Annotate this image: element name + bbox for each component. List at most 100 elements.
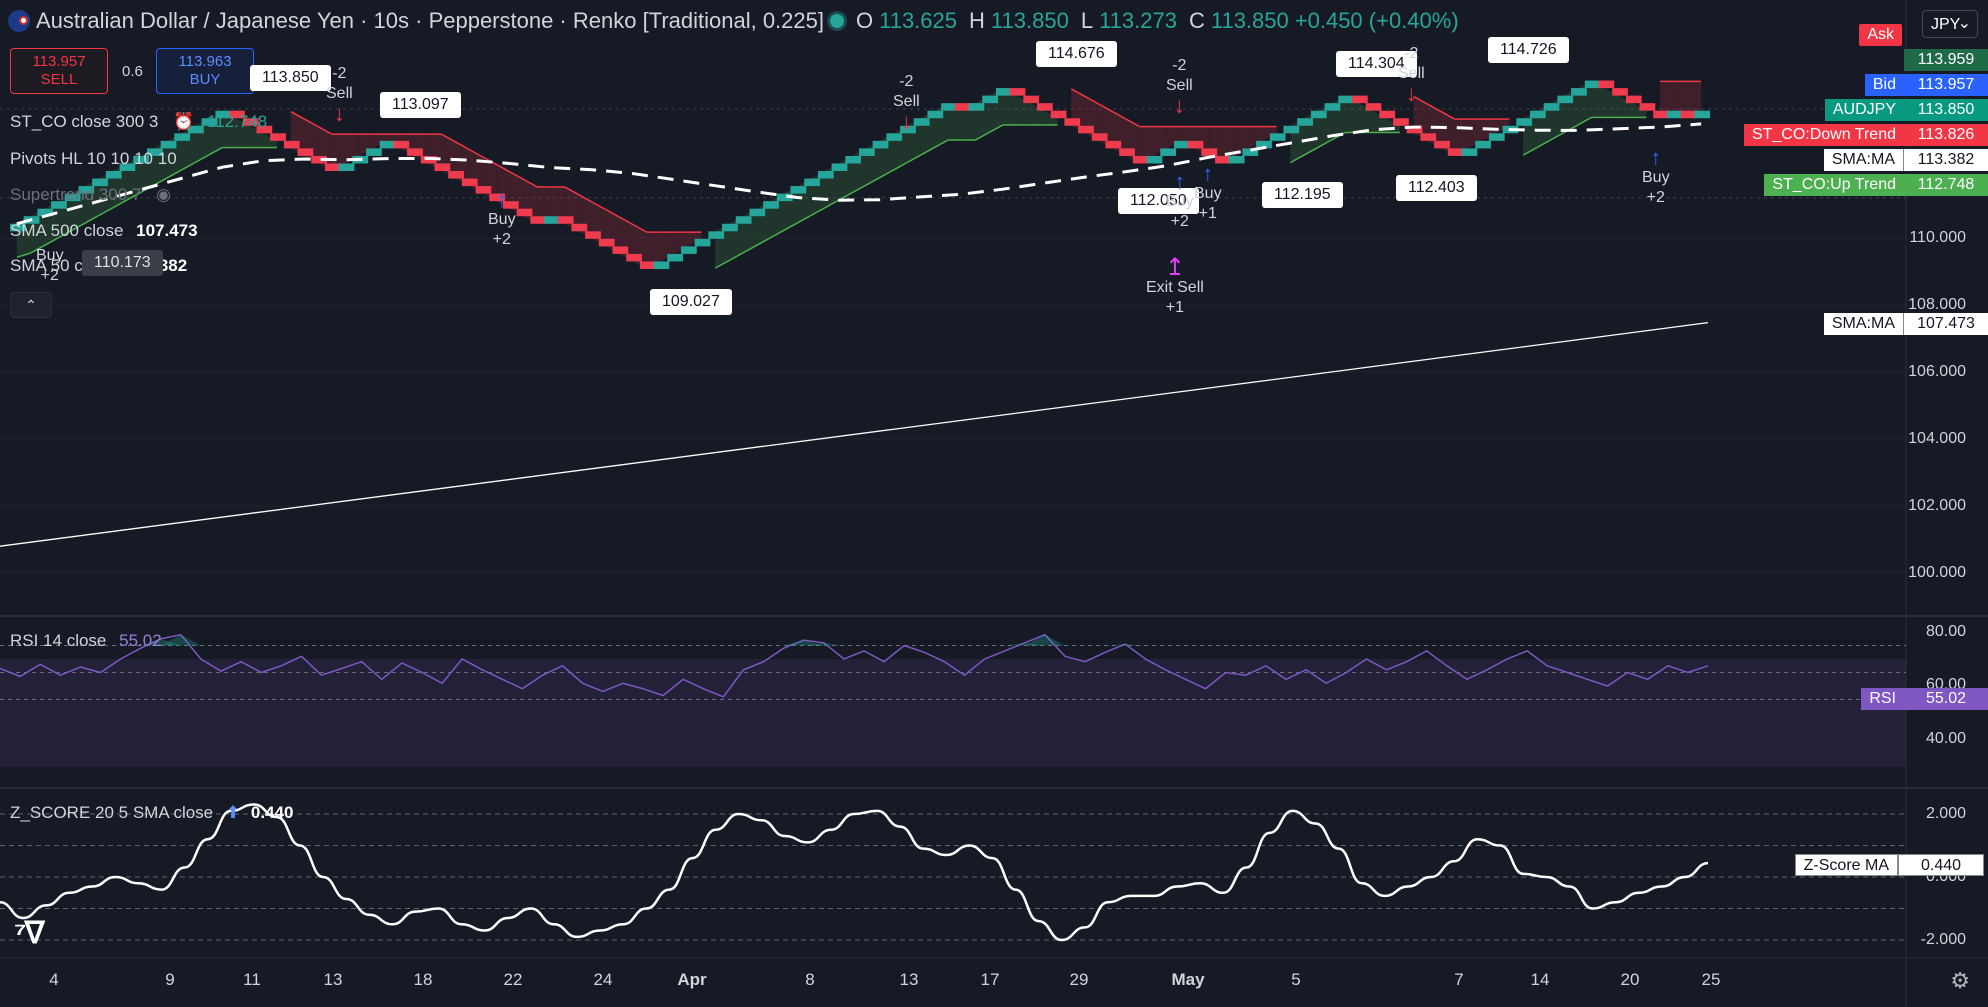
- x-label: 4: [49, 970, 59, 989]
- x-label: 17: [980, 970, 1000, 989]
- supertrend-fill: [674, 232, 688, 254]
- alert-icon[interactable]: ⬆: [225, 803, 241, 822]
- supertrend-segment: [591, 201, 607, 211]
- buy-signal-text: Buy +2: [36, 247, 64, 284]
- rsi-overbought-fill: [1105, 644, 1146, 646]
- supertrend-segment: [98, 207, 114, 217]
- supertrend-segment: [454, 141, 470, 150]
- symbol-header: Australian Dollar / Japanese Yen · 10s ·…: [8, 8, 1459, 34]
- supertrend-segment: [920, 146, 935, 156]
- supertrend-segment: [1111, 110, 1127, 120]
- buy-signal: Buy +2: [36, 246, 64, 286]
- zscore-legend[interactable]: Z_SCORE 20 5 SMA close ⬆ 0.440: [10, 803, 293, 823]
- buy-signal-text: Buy +1: [1194, 185, 1222, 222]
- x-label: 13: [899, 970, 919, 989]
- st-up-label: ST_CO:Up Trend: [1764, 174, 1904, 196]
- renko-brick: [1612, 88, 1628, 96]
- renko-brick: [722, 223, 738, 232]
- rsi-overbought-fill: [160, 634, 201, 646]
- last-price-value: 113.850: [1904, 99, 1988, 121]
- buy-signal: ↑ Buy +2: [1166, 171, 1194, 232]
- x-label: 22: [503, 970, 523, 989]
- renko-brick: [37, 208, 54, 217]
- legend-st-co[interactable]: ST_CO close 300 3 ⏰ 112.748: [10, 112, 267, 132]
- renko-brick: [64, 193, 81, 202]
- supertrend-segment: [564, 186, 579, 196]
- renko-brick: [1146, 155, 1163, 164]
- renko-brick: [763, 201, 779, 209]
- legend-supertrend[interactable]: Supertrend 300 7 ◉: [10, 185, 171, 205]
- settings-gear-icon[interactable]: ⚙: [1950, 968, 1970, 993]
- supertrend-fill: [1002, 88, 1017, 125]
- renko-brick: [1091, 133, 1108, 141]
- buy-signal-text: Buy +2: [1642, 169, 1670, 206]
- x-label: May: [1171, 970, 1205, 989]
- buy-signal: ↑ Buy +2: [1642, 147, 1670, 208]
- zscore-tick: 2.000: [1925, 805, 1966, 822]
- buy-button[interactable]: 113.963 BUY: [156, 48, 254, 94]
- st-up-value: 112.748: [1904, 174, 1988, 196]
- arrow-down-icon: ↓: [333, 101, 345, 126]
- renko-brick: [297, 148, 314, 156]
- tradingview-logo-icon[interactable]: ⁷ᐁ: [14, 917, 45, 950]
- renko-brick: [530, 216, 547, 224]
- renko-brick: [817, 171, 834, 179]
- supertrend-fill: [249, 125, 264, 148]
- currency-selector[interactable]: JPY ⌄: [1922, 10, 1978, 38]
- rsi-legend[interactable]: RSI 14 close 55.02: [10, 631, 162, 651]
- sell-button[interactable]: 113.957 SELL: [10, 48, 108, 94]
- supertrend-segment: [1536, 139, 1551, 149]
- renko-brick: [461, 178, 478, 187]
- symbol-title[interactable]: Australian Dollar / Japanese Yen · 10s ·…: [36, 8, 824, 33]
- sell-signal: -2 Sell ↓: [1166, 56, 1193, 117]
- x-label: 11: [243, 970, 261, 989]
- collapse-legend-button[interactable]: ⌃: [10, 292, 52, 318]
- x-label: Apr: [677, 970, 707, 989]
- supertrend-fill: [948, 103, 962, 141]
- buy-signal-text: Buy +2: [1166, 193, 1194, 230]
- zscore-tag-label: Z-Score MA: [1794, 854, 1898, 876]
- legend-pivots[interactable]: Pivots HL 10 10 10 10: [10, 149, 177, 169]
- renko-brick: [188, 125, 204, 134]
- low-label: L: [1080, 8, 1094, 33]
- chevron-down-icon: ⌄: [1957, 15, 1971, 32]
- open-value: 113.625: [879, 8, 958, 33]
- renko-brick: [680, 246, 697, 254]
- supertrend-fill: [331, 134, 346, 171]
- renko-brick: [283, 140, 300, 149]
- renko-brick: [379, 140, 396, 149]
- ask-button[interactable]: Ask: [1859, 24, 1902, 46]
- supertrend-fill: [1249, 126, 1263, 149]
- renko-brick: [872, 140, 889, 149]
- market-open-icon: [829, 14, 844, 28]
- supertrend-segment: [892, 161, 908, 171]
- renko-brick: [516, 208, 533, 217]
- supertrend-segment: [1125, 118, 1141, 128]
- price-tick: 102.000: [1908, 497, 1966, 514]
- renko-brick: [1694, 110, 1711, 119]
- supertrend-fill: [1345, 95, 1359, 133]
- renko-brick: [557, 216, 574, 224]
- hidden-eye-icon[interactable]: ◉: [156, 185, 171, 204]
- renko-brick: [1215, 155, 1231, 164]
- supertrend-fill: [1139, 126, 1154, 164]
- supertrend-fill: [1372, 110, 1387, 133]
- renko-brick: [1160, 148, 1177, 156]
- renko-brick: [1269, 133, 1286, 141]
- renko-brick: [174, 133, 191, 141]
- renko-brick: [1351, 95, 1368, 104]
- supertrend-segment: [84, 214, 100, 224]
- rsi-overbought-fill: [1004, 642, 1045, 646]
- renko-brick: [1434, 140, 1450, 149]
- supertrend-fill: [1687, 81, 1702, 119]
- legend-sma500[interactable]: SMA 500 close 107.473: [10, 221, 198, 241]
- supertrend-segment: [728, 252, 743, 262]
- renko-brick: [1447, 148, 1464, 156]
- renko-brick: [941, 103, 957, 111]
- renko-brick: [366, 148, 382, 156]
- aud-jpy-flag-icon: [8, 10, 30, 32]
- sma500-label: SMA:MA: [1823, 313, 1903, 335]
- renko-brick: [256, 125, 273, 134]
- supertrend-segment: [605, 208, 620, 218]
